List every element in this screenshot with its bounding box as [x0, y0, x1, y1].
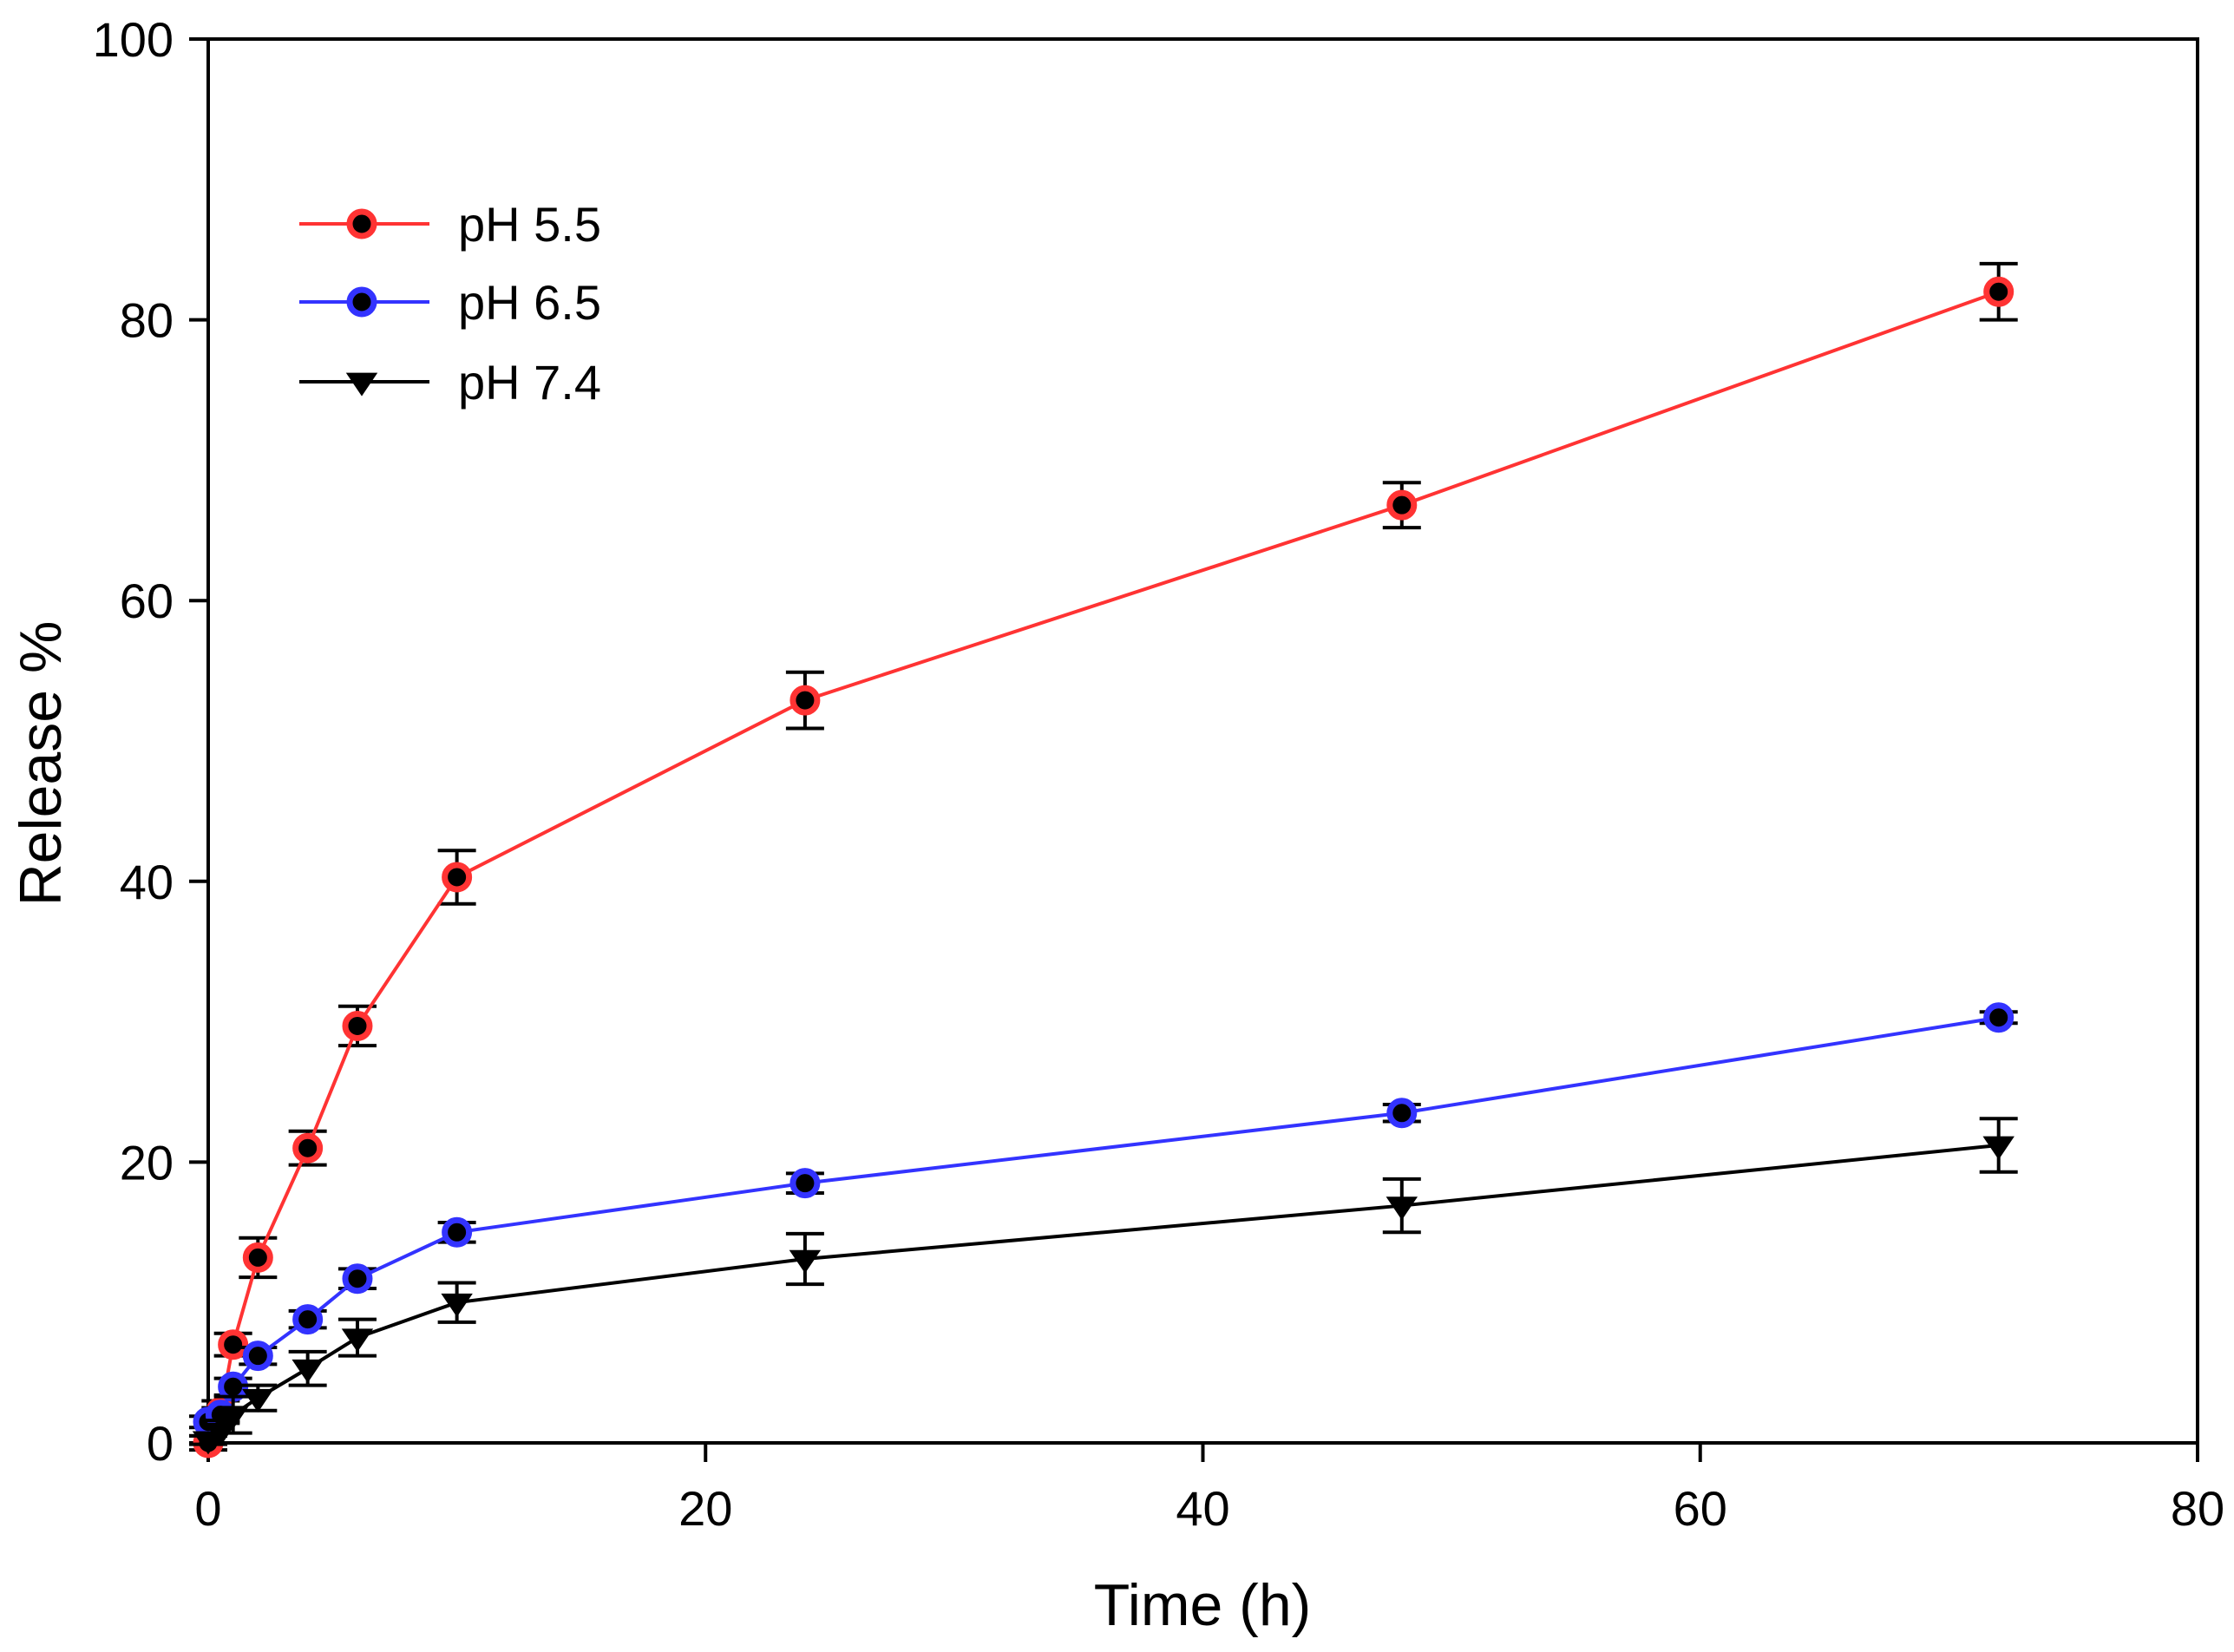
x-tick-label: 0	[194, 1481, 221, 1536]
series-layer	[189, 261, 2018, 1459]
data-point	[441, 1293, 473, 1317]
series-ph-6-5	[189, 1002, 2018, 1438]
data-point	[217, 1406, 249, 1430]
data-point	[1386, 1098, 1418, 1129]
legend-label: pH 5.5	[458, 197, 601, 252]
legend-item: pH 7.4	[299, 355, 601, 410]
legend-item: pH 5.5	[299, 197, 601, 252]
data-point	[205, 1422, 237, 1446]
data-point	[341, 1328, 374, 1353]
y-tick-label: 20	[120, 1135, 174, 1190]
y-axis-ticks: 0 20 40 60 80 100	[93, 12, 208, 1471]
data-point	[1386, 1196, 1418, 1221]
data-point	[218, 1329, 249, 1360]
x-tick-label: 40	[1176, 1481, 1229, 1536]
data-point	[345, 372, 378, 397]
x-tick-label: 20	[678, 1481, 732, 1536]
data-point	[292, 1132, 324, 1164]
y-tick-label: 40	[120, 855, 174, 909]
data-point	[1983, 276, 2015, 307]
y-axis-label: Release %	[8, 621, 74, 907]
data-point	[1982, 1136, 2015, 1160]
series-ph-7-4	[189, 1117, 2018, 1455]
x-axis-ticks: 0 20 40 60 80	[194, 1443, 2224, 1536]
series-ph-5-5	[189, 261, 2018, 1459]
data-point	[789, 1168, 821, 1199]
data-point	[342, 1010, 373, 1041]
series-line	[206, 1143, 1999, 1442]
data-point	[346, 208, 377, 239]
legend-label: pH 6.5	[458, 275, 601, 330]
series-line	[207, 1015, 2000, 1424]
legend-label: pH 7.4	[458, 355, 601, 410]
x-axis-label: Time (h)	[1094, 1572, 1312, 1638]
x-tick-label: 60	[1674, 1481, 1727, 1536]
data-point	[342, 1263, 373, 1295]
data-point	[242, 1388, 274, 1413]
y-tick-label: 60	[120, 574, 174, 628]
data-point	[1386, 489, 1418, 521]
data-point	[346, 286, 377, 318]
y-tick-label: 0	[147, 1416, 174, 1471]
data-point	[442, 1216, 473, 1248]
data-point	[789, 685, 821, 716]
y-tick-label: 80	[120, 293, 174, 348]
data-point	[242, 1242, 273, 1273]
data-point	[789, 1249, 822, 1274]
legend-item: pH 6.5	[299, 275, 601, 330]
data-point	[292, 1304, 324, 1335]
y-tick-label: 100	[93, 12, 174, 67]
data-point	[442, 862, 473, 893]
x-tick-label: 80	[2171, 1481, 2224, 1536]
data-point	[1983, 1002, 2015, 1033]
series-line	[206, 290, 2000, 1444]
legend: pH 5.5 pH 6.5 pH 7.4	[299, 197, 601, 410]
data-point	[242, 1341, 273, 1372]
data-point	[292, 1359, 324, 1383]
